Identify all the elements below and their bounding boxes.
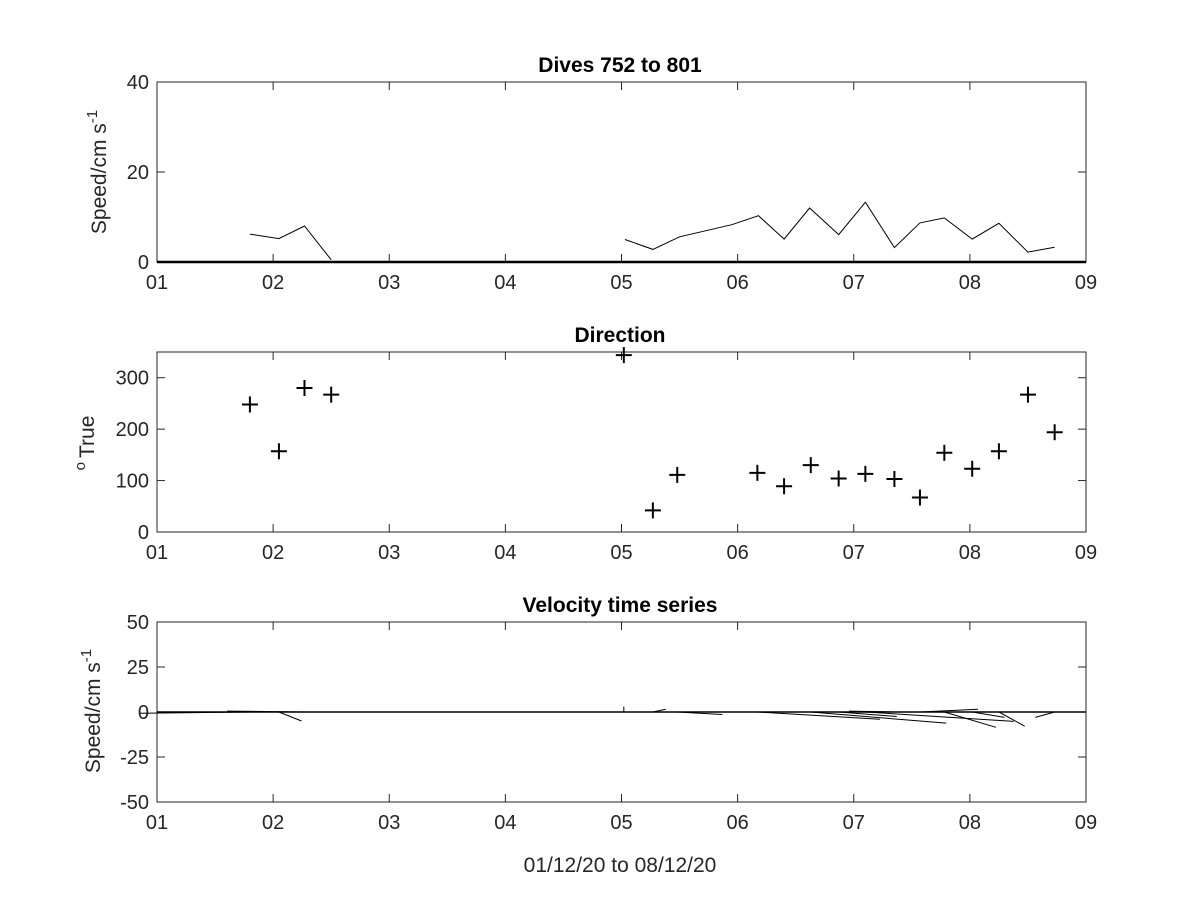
speed-xtick-label: 04 <box>494 272 516 294</box>
direction-xtick-label: 02 <box>262 542 284 564</box>
speed-panel: Dives 752 to 801 Speed/cm s-1 01 02 03 04 05… <box>84 54 1097 294</box>
speed-xtick-label: 08 <box>959 272 981 294</box>
velocity-stick <box>919 708 979 713</box>
direction-ytick-label: 0 <box>138 522 149 544</box>
direction-point <box>241 396 258 413</box>
direction-panel-title: Direction <box>574 324 665 347</box>
velocity-xtick-label: 06 <box>727 812 749 834</box>
direction-panel-ylabel-prefix: o <box>72 462 89 470</box>
speed-panel-ylabel-text: Speed/cm s <box>88 123 111 234</box>
speed-ytick-label: 20 <box>127 162 149 184</box>
velocity-panel-title: Velocity time series <box>523 594 718 617</box>
velocity-xtick-label: 01 <box>146 812 168 834</box>
direction-xtick-label: 06 <box>727 542 749 564</box>
velocity-xtick-label: 03 <box>378 812 400 834</box>
direction-ytick-label: 300 <box>116 368 149 390</box>
velocity-stick <box>838 711 897 717</box>
velocity-panel-ylabel: Speed/cm s-1 <box>78 649 105 773</box>
direction-point <box>1019 386 1036 403</box>
velocity-stick <box>1035 711 1055 718</box>
velocity-stick <box>849 710 895 713</box>
direction-xtick-label: 07 <box>843 542 865 564</box>
direction-point <box>669 466 686 483</box>
speed-xtick-label: 05 <box>610 272 632 294</box>
speed-xtick-label: 02 <box>262 272 284 294</box>
speed-xtick-label: 06 <box>727 272 749 294</box>
direction-point <box>990 443 1007 460</box>
velocity-xtick-label: 04 <box>494 812 516 834</box>
speed-ytick-label: 40 <box>127 72 149 94</box>
direction-point <box>776 478 793 495</box>
velocity-ytick-label: 25 <box>127 657 149 679</box>
speed-xtick-label: 03 <box>378 272 400 294</box>
velocity-stick <box>998 711 1025 727</box>
direction-point <box>802 457 819 474</box>
direction-point <box>644 502 661 519</box>
direction-point <box>615 347 632 364</box>
speed-ytick-label: 0 <box>138 252 149 274</box>
direction-point <box>830 470 847 487</box>
direction-xtick-label: 01 <box>146 542 168 564</box>
velocity-stick <box>652 708 666 713</box>
direction-point <box>296 380 313 396</box>
direction-point <box>270 443 287 460</box>
velocity-xtick-label: 07 <box>843 812 865 834</box>
direction-point <box>749 464 766 481</box>
velocity-panel-ylabel-sup: -1 <box>78 649 95 662</box>
direction-point <box>857 465 874 482</box>
velocity-stick <box>227 710 305 713</box>
speed-panel-ylabel-sup: -1 <box>84 110 101 123</box>
velocity-xtick-label: 09 <box>1075 812 1097 834</box>
velocity-stick <box>944 711 997 728</box>
direction-point <box>964 460 981 477</box>
velocity-panel-xlabel: 01/12/20 to 08/12/20 <box>524 854 717 877</box>
speed-panel-ylabel: Speed/cm s-1 <box>84 110 111 234</box>
velocity-panel: Velocity time series Speed/cm s-1 01/12/… <box>78 594 1097 877</box>
direction-panel: Direction o True 01 02 03 04 05 06 07 08 09 0 100 20… <box>72 324 1097 564</box>
velocity-stick <box>865 711 1014 722</box>
velocity-ytick-label: 50 <box>127 612 149 634</box>
direction-point <box>936 444 953 461</box>
speed-series-line <box>249 225 332 261</box>
velocity-stick <box>140 711 250 714</box>
direction-xtick-label: 09 <box>1075 542 1097 564</box>
direction-point <box>911 489 928 506</box>
velocity-xtick-label: 02 <box>262 812 284 834</box>
velocity-stick <box>810 711 947 724</box>
direction-point <box>323 386 340 403</box>
velocity-xtick-label: 08 <box>959 812 981 834</box>
speed-panel-title: Dives 752 to 801 <box>538 54 702 77</box>
speed-plot-frame <box>156 81 1087 263</box>
velocity-stick <box>972 711 1005 718</box>
direction-xtick-label: 08 <box>959 542 981 564</box>
direction-point <box>886 471 903 488</box>
direction-xtick-label: 03 <box>378 542 400 564</box>
direction-ytick-label: 200 <box>116 419 149 441</box>
direction-ytick-label: 100 <box>116 471 149 493</box>
velocity-ytick-label: -50 <box>120 792 149 814</box>
direction-xtick-label: 05 <box>610 542 632 564</box>
direction-xtick-label: 04 <box>494 542 516 564</box>
velocity-stick <box>677 711 723 716</box>
direction-plot-frame <box>156 351 1087 533</box>
speed-xtick-label: 07 <box>843 272 865 294</box>
speed-xtick-label: 01 <box>146 272 168 294</box>
direction-panel-ylabel: o True <box>72 416 99 471</box>
speed-xtick-label: 09 <box>1075 272 1097 294</box>
velocity-panel-ylabel-text: Speed/cm s <box>82 662 105 773</box>
velocity-ytick-label: -25 <box>120 747 149 769</box>
direction-panel-ylabel-text: True <box>76 416 99 458</box>
velocity-xtick-label: 05 <box>610 812 632 834</box>
velocity-stick <box>757 711 880 720</box>
velocity-stick <box>278 711 302 722</box>
speed-series-line <box>624 201 1055 253</box>
direction-point <box>1046 424 1063 441</box>
